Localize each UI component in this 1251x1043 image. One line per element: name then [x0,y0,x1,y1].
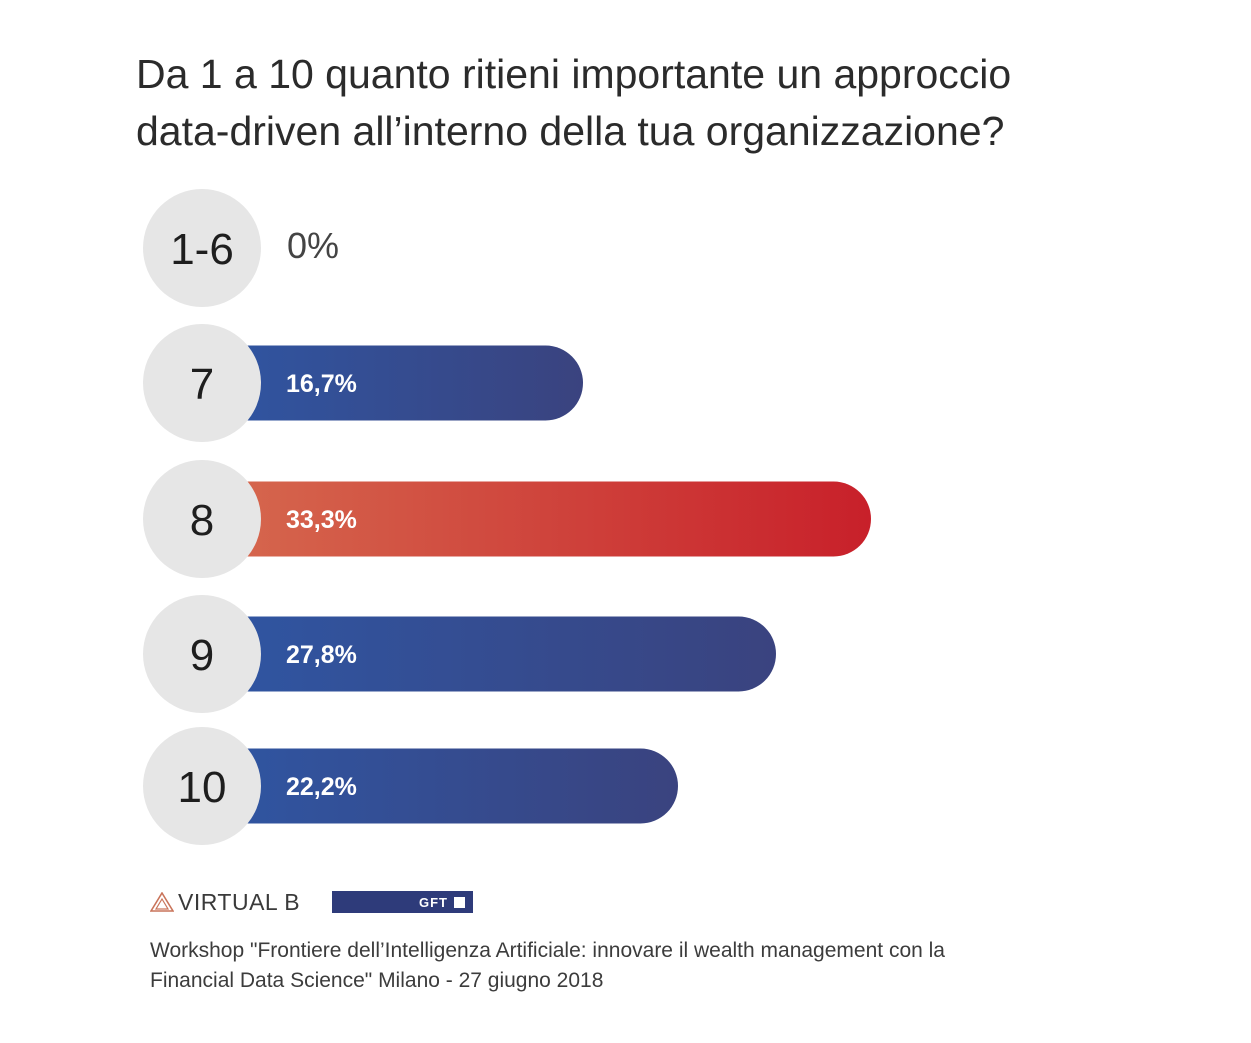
bar-9 [202,616,777,692]
category-label-9: 9 [190,631,214,680]
chart-title: Da 1 a 10 quanto ritieni importante un a… [136,46,1186,160]
value-label-10: 22,2% [286,773,357,801]
category-label-10: 10 [178,763,227,812]
value-label-8: 33,3% [286,506,357,534]
bar-chart: 1-6 0% 7 16,7% 8 33,3% 9 27,8% 10 22,2% [143,189,871,845]
category-label-7: 7 [190,360,214,409]
caption-line-1: Workshop "Frontiere dell’Intelligenza Ar… [150,939,945,962]
gft-logo: GFT [332,891,473,913]
labels-layer: 1-6 0% 7 16,7% 8 33,3% 9 27,8% 10 22,2% [170,225,357,812]
gft-logo-text: GFT [419,894,448,910]
category-circle-8 [143,460,261,578]
gft-square-icon [454,896,465,908]
category-circle-7 [143,324,261,442]
value-label-1-6: 0% [287,225,339,266]
bar-8 [202,481,871,557]
category-label-8: 8 [190,496,214,545]
caption: Workshop "Frontiere dell’Intelligenza Ar… [150,936,1150,996]
chart-title-line-2: data-driven all’interno della tua organi… [136,108,1005,154]
bar-10 [202,748,678,824]
virtual-b-logo-text: VIRTUAL B [178,888,301,915]
triangle-logo-icon [150,892,174,912]
category-circle-1-6 [143,189,261,307]
virtual-b-logo: VIRTUAL B [150,886,300,918]
category-circle-10 [143,727,261,845]
value-label-9: 27,8% [286,641,357,669]
category-circle-9 [143,595,261,713]
value-label-7: 16,7% [286,370,357,398]
bar-7 [202,345,583,421]
caption-line-2: Financial Data Science" Milano - 27 giug… [150,969,604,992]
bars-layer [202,345,871,824]
category-circles-layer [143,189,261,845]
logos: VIRTUAL B GFT [150,886,480,918]
chart-title-line-1: Da 1 a 10 quanto ritieni importante un a… [136,51,1012,97]
category-label-1-6: 1-6 [170,225,234,274]
